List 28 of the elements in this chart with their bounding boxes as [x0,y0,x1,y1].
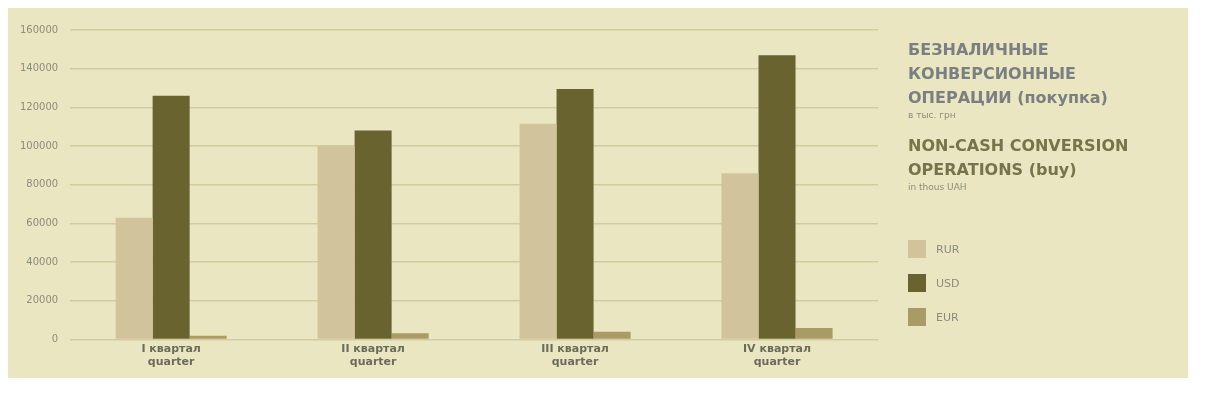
y-tick-label: 120000 [19,100,59,112]
legend-label: USD [936,276,960,290]
bar [795,327,833,339]
legend-label: EUR [936,310,959,324]
text: NON-CASH CONVERSION OPERATIONS (buy) [908,135,1130,181]
x-tick-label: III квартал quarter [541,342,609,369]
y-tick-label: 100000 [19,139,59,151]
y-tick-label: 140000 [19,62,59,74]
x-tick-label: II квартал quarter [341,342,405,369]
text: в тыс. грн [908,110,957,120]
legend-label: RUR [936,242,960,256]
bar [556,89,594,339]
y-tick-label: 60000 [26,217,59,229]
bar [758,55,796,339]
x-tick-label: IV квартал quarter [743,342,812,369]
y-tick-label: 40000 [26,255,59,267]
bar [391,333,429,339]
y-tick-label: 160000 [19,23,59,35]
text: in thous UAH [908,182,968,192]
bar [152,95,190,339]
y-tick-label: 80000 [26,178,59,190]
bar [189,335,227,339]
y-tick-label: 20000 [26,294,59,306]
bar [354,130,392,339]
x-tick-label: I квартал quarter [141,342,201,369]
text: БЕЗНАЛИЧНЫЕ КОНВЕРСИОННЫЕ ОПЕРАЦИИ (покупка) [908,39,1109,109]
bar [593,331,631,339]
y-tick-label: 0 [51,333,59,345]
